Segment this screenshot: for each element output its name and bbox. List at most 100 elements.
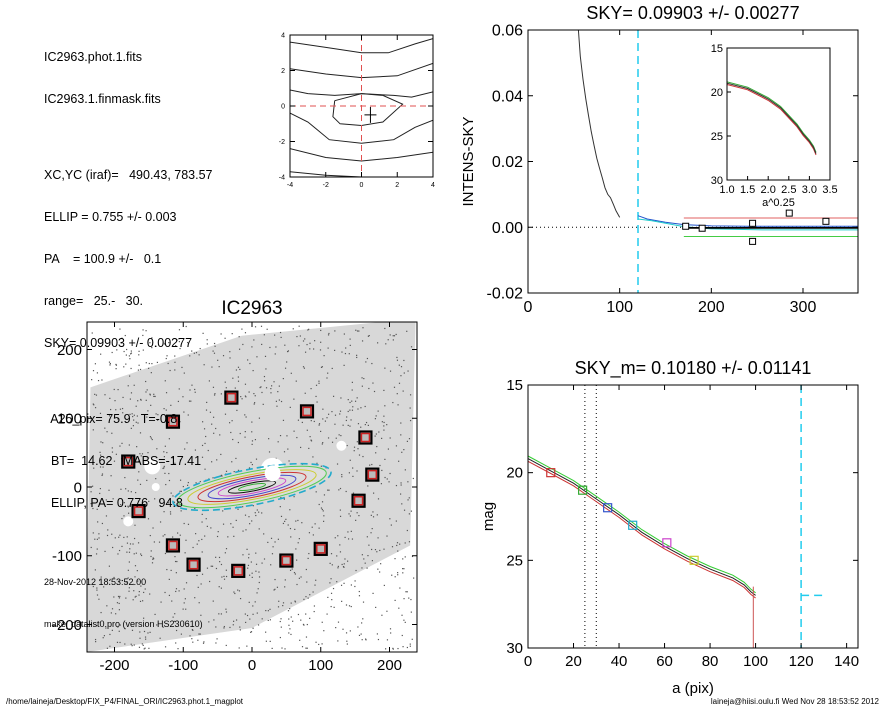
noise-pixel: [407, 370, 409, 372]
noise-pixel: [353, 446, 356, 448]
noise-pixel: [255, 552, 257, 554]
noise-pixel: [200, 614, 202, 616]
noise-pixel: [192, 546, 194, 549]
noise-pixel: [268, 451, 271, 453]
noise-pixel: [279, 435, 282, 437]
galaxy-body: [177, 466, 327, 508]
noise-pixel: [103, 635, 106, 637]
noise-pixel: [383, 389, 385, 392]
noise-pixel: [303, 598, 305, 600]
noise-pixel: [233, 471, 235, 473]
noise-pixel: [349, 425, 351, 427]
noise-pixel: [183, 522, 185, 525]
noise-pixel: [251, 421, 253, 423]
noise-pixel: [183, 602, 185, 604]
noise-pixel: [107, 529, 109, 531]
noise-pixel: [135, 552, 137, 554]
noise-pixel: [203, 428, 206, 430]
noise-pixel: [106, 605, 108, 607]
noise-pixel: [315, 491, 317, 493]
noise-pixel: [150, 555, 152, 558]
noise-pixel: [248, 557, 250, 559]
noise-pixel: [281, 647, 283, 649]
noise-pixel: [119, 408, 122, 410]
noise-pixel: [320, 430, 322, 433]
noise-pixel: [399, 493, 402, 495]
noise-pixel: [150, 550, 152, 552]
noise-pixel: [277, 538, 279, 540]
noise-pixel: [170, 569, 172, 572]
sky-box-outer: [358, 430, 373, 445]
noise-pixel: [331, 441, 334, 443]
noise-pixel: [197, 639, 199, 641]
noise-pixel: [314, 340, 316, 342]
noise-pixel: [350, 419, 352, 421]
noise-pixel: [360, 407, 362, 409]
noise-pixel: [174, 369, 176, 371]
y-tick-label: -0.02: [487, 286, 524, 303]
noise-pixel: [330, 553, 333, 555]
noise-pixel: [160, 601, 162, 603]
noise-pixel: [172, 616, 174, 618]
noise-pixel: [108, 583, 111, 585]
noise-pixel: [220, 393, 222, 395]
noise-pixel: [384, 458, 386, 460]
noise-pixel: [327, 437, 330, 439]
noise-pixel: [237, 380, 240, 382]
noise-pixel: [130, 350, 132, 352]
noise-pixel: [277, 391, 279, 393]
noise-pixel: [98, 537, 100, 539]
noise-pixel: [217, 531, 219, 533]
y-tick-label: 100: [57, 411, 82, 428]
noise-pixel: [142, 329, 144, 331]
noise-pixel: [135, 421, 137, 423]
noise-pixel: [92, 429, 94, 431]
noise-pixel: [216, 638, 218, 640]
noise-pixel: [152, 557, 154, 559]
noise-pixel: [349, 344, 351, 346]
noise-pixel: [315, 384, 318, 386]
inset-x-tick-label: 3.0: [802, 184, 817, 196]
noise-pixel: [346, 416, 348, 418]
noise-pixel: [343, 582, 345, 584]
noise-pixel: [138, 354, 140, 356]
noise-pixel: [356, 512, 358, 514]
noise-pixel: [376, 551, 378, 553]
noise-pixel: [175, 642, 177, 644]
noise-pixel: [93, 467, 95, 469]
noise-pixel: [137, 479, 139, 481]
noise-pixel: [149, 436, 152, 438]
noise-pixel: [252, 505, 254, 507]
noise-pixel: [376, 445, 378, 448]
noise-pixel: [128, 551, 131, 553]
noise-pixel: [198, 540, 200, 542]
noise-pixel: [139, 453, 141, 455]
noise-pixel: [118, 549, 121, 552]
noise-pixel: [129, 353, 132, 355]
sky-box-outer: [313, 541, 328, 556]
noise-pixel: [380, 483, 383, 485]
noise-pixel: [378, 431, 380, 433]
noise-pixel: [231, 333, 233, 335]
noise-pixel: [92, 485, 94, 487]
sky-profile-chart: 0 100 200 300 -0.02 0.00 0.02 0.04 0.06 SKY= 0.09…: [460, 3, 859, 316]
noise-pixel: [319, 349, 322, 351]
noise-pixel: [367, 485, 369, 487]
noise-pixel: [322, 520, 325, 522]
noise-pixel: [288, 632, 290, 634]
noise-pixel: [130, 643, 132, 645]
noise-pixel: [320, 366, 323, 368]
noise-pixel: [260, 386, 262, 388]
noise-pixel: [170, 492, 172, 494]
mask-file: IC2963.1.finmask.fits: [44, 92, 161, 106]
noise-pixel: [252, 613, 254, 615]
noise-pixel: [202, 642, 205, 644]
noise-pixel: [232, 624, 234, 626]
noise-pixel: [175, 572, 177, 574]
sky-box-point: [698, 224, 706, 232]
noise-pixel: [405, 591, 407, 593]
noise-pixel: [194, 449, 197, 451]
noise-pixel: [105, 499, 107, 501]
noise-pixel: [334, 349, 336, 352]
noise-pixel: [356, 441, 358, 443]
